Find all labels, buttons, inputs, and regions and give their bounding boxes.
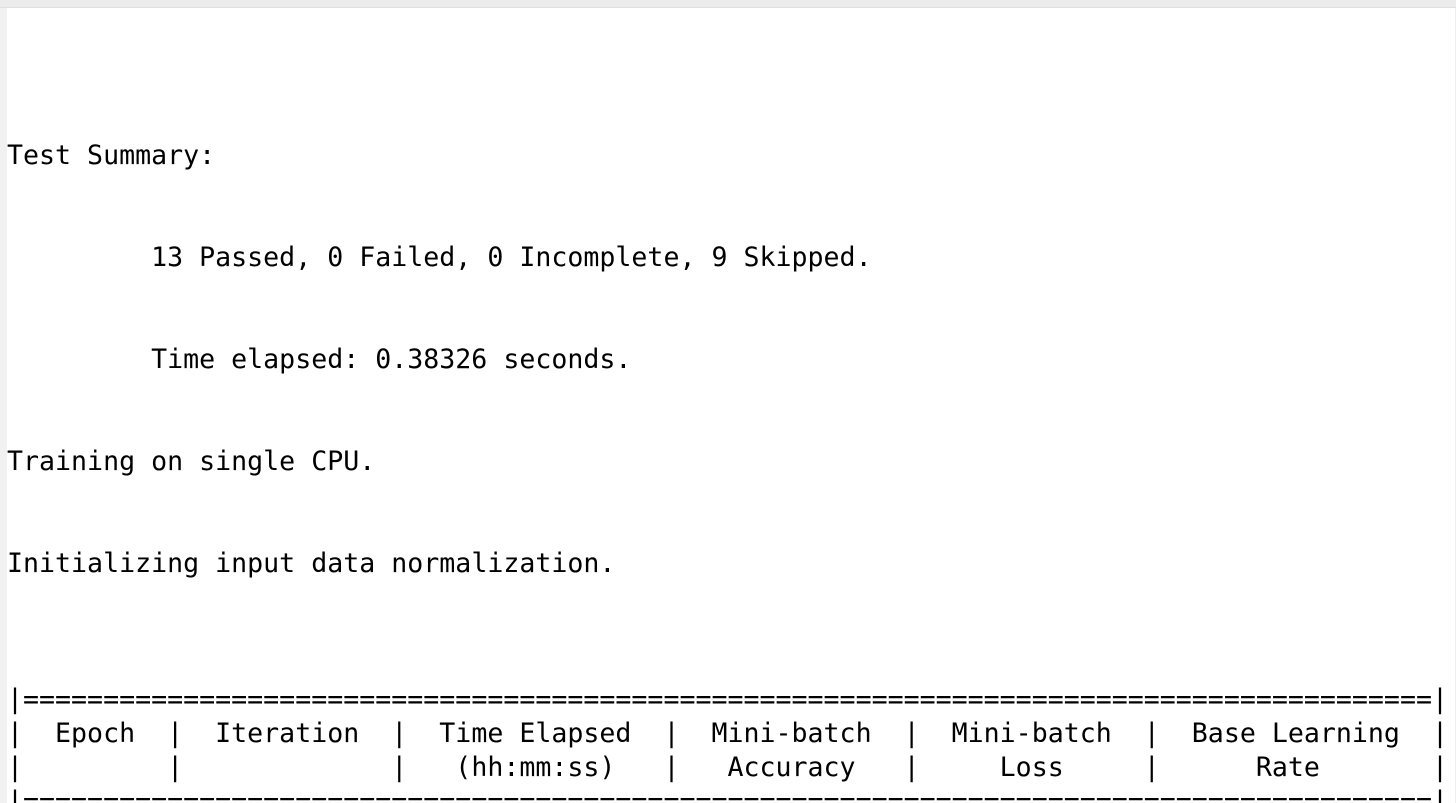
test-summary-time: Time elapsed: 0.38326 seconds. [151, 344, 632, 375]
table-header-line-2: | | | (hh:mm:ss) | Accuracy | Loss | Rat… [7, 752, 1448, 783]
table-border-top: |=======================================… [7, 684, 1448, 715]
table-header-separator: |=======================================… [7, 786, 1448, 803]
test-summary-results: 13 Passed, 0 Failed, 0 Incomplete, 9 Ski… [151, 242, 872, 273]
window-top-edge [0, 0, 1456, 8]
console-output: Test Summary: 13 Passed, 0 Failed, 0 Inc… [7, 71, 1455, 803]
window-left-edge [0, 8, 7, 803]
test-summary-title: Test Summary: [7, 140, 216, 171]
training-message-normalization: Initializing input data normalization. [7, 548, 616, 579]
training-progress-table: |=======================================… [7, 683, 1455, 803]
table-header-line-1: | Epoch | Iteration | Time Elapsed | Min… [7, 718, 1448, 749]
training-message-cpu: Training on single CPU. [7, 446, 376, 477]
matlab-command-window[interactable]: Test Summary: 13 Passed, 0 Failed, 0 Inc… [7, 8, 1455, 803]
